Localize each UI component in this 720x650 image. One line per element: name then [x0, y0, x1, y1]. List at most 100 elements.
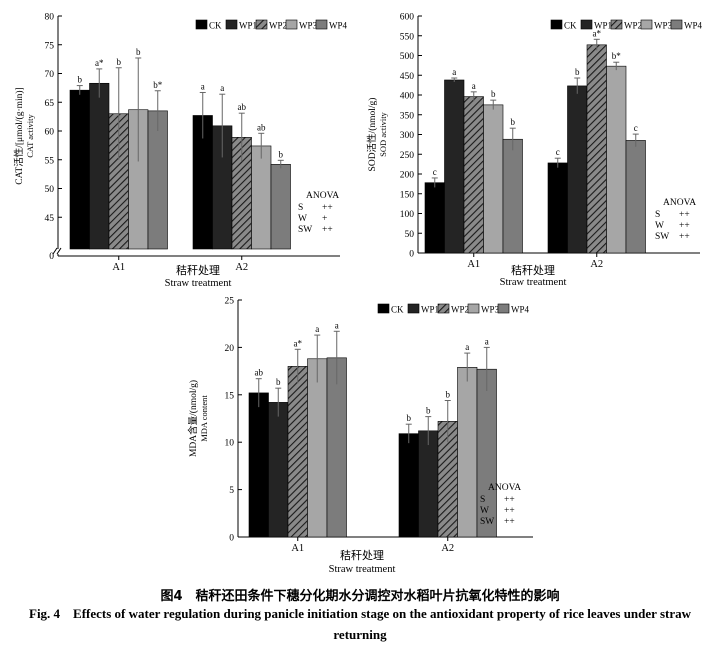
y-tick-label: 250 [400, 151, 415, 161]
y-tick-label: 450 [400, 72, 415, 82]
bar-wp4-a1 [326, 357, 347, 538]
significance-label: b [407, 413, 412, 423]
anova-factor: SW [480, 517, 494, 527]
significance-label: a* [593, 28, 602, 38]
legend-label-wp2: WP2 [624, 21, 642, 31]
anova-significance: ++ [679, 221, 690, 231]
y-tick-label: 70 [45, 70, 55, 80]
y-tick-label: 200 [400, 171, 415, 181]
anova-title: ANOVA [306, 191, 339, 201]
y-tick-label: 50 [45, 185, 55, 195]
bar-ck-a1 [424, 182, 445, 254]
legend-label-wp3: WP3 [654, 21, 673, 31]
x-tick-label: A2 [590, 259, 603, 270]
significance-label: b [279, 149, 284, 159]
bar-wp4-a2 [270, 164, 291, 250]
anova-factor: S [480, 495, 485, 505]
legend-label-wp1: WP1 [594, 21, 612, 31]
legend-label-ck: CK [209, 21, 222, 31]
bar-wp4-a1 [502, 138, 523, 254]
y-tick-label: 550 [400, 32, 415, 42]
figure-caption-zh: 图4 秸秆还田条件下穗分化期水分调控对水稻叶片抗氧化特性的影响 [160, 589, 560, 604]
legend-swatch-wp1 [580, 19, 593, 30]
y-tick-label: 60 [45, 128, 55, 138]
legend-swatch-wp4 [670, 19, 683, 30]
significance-label: a* [294, 338, 303, 348]
bar-ck-a2 [547, 162, 568, 254]
legend-swatch-ck [377, 303, 390, 314]
y-tick-label: 75 [45, 41, 55, 51]
significance-label: a [335, 320, 339, 330]
legend-swatch-wp3 [467, 303, 480, 314]
bar-wp1-a1 [268, 402, 289, 538]
y-axis-title-zh: MDA含量/(nmol/g) [187, 380, 199, 457]
y-axis-title-en: SOD activity [378, 111, 388, 156]
legend-swatch-wp2 [437, 303, 450, 314]
anova-factor: W [655, 221, 664, 231]
anova-significance: ++ [679, 232, 690, 242]
x-axis-title-en: Straw treatment [329, 564, 396, 575]
significance-label: c [433, 167, 437, 177]
y-tick-label: 55 [45, 156, 55, 166]
legend-swatch-wp3 [285, 19, 298, 30]
y-axis-title-zh: SOD活性/(nmol/g) [366, 98, 378, 172]
legend-label-wp2: WP2 [451, 305, 469, 315]
legend-label-wp1: WP1 [421, 305, 439, 315]
significance-label: b [491, 89, 496, 99]
anova-title: ANOVA [488, 483, 521, 493]
legend-label-wp4: WP4 [511, 305, 530, 315]
bar-wp3-a2 [251, 145, 272, 250]
significance-label: b [426, 406, 431, 416]
anova-significance: + [322, 214, 327, 224]
x-tick-label: A1 [467, 259, 480, 270]
legend-label-wp2: WP2 [269, 21, 287, 31]
y-tick-label: 10 [225, 439, 235, 449]
significance-label: a [485, 336, 489, 346]
y-tick-label: 50 [405, 230, 415, 240]
bar-ck-a1 [248, 392, 269, 538]
x-axis-title-zh: 秸秆处理 [511, 264, 555, 277]
legend-swatch-wp2 [255, 19, 268, 30]
y-tick-label: 300 [400, 131, 415, 141]
figure-caption-en: Fig. 4 Effects of water regulation durin… [29, 606, 691, 642]
anova-significance: ++ [504, 506, 515, 516]
y-tick-label: 5 [229, 486, 234, 496]
significance-label: b [276, 377, 281, 387]
x-tick-label: A2 [441, 543, 454, 554]
x-axis-title-zh: 秸秆处理 [176, 264, 220, 277]
bar-wp1-a2 [418, 430, 439, 538]
y-axis-title-zh: CAT活性/[μmol/(g·min)] [13, 87, 25, 184]
x-axis-title-en: Straw treatment [165, 278, 232, 289]
significance-label: a [465, 342, 469, 352]
y-tick-label: 80 [45, 13, 55, 23]
y-tick-label: 400 [400, 92, 415, 102]
legend-label-wp4: WP4 [329, 21, 348, 31]
x-axis-title-zh: 秸秆处理 [340, 549, 384, 562]
bar-wp2-a1 [287, 366, 308, 538]
x-axis-title-en: Straw treatment [500, 277, 567, 288]
bar-wp1-a2 [567, 85, 588, 254]
anova-factor: SW [298, 225, 312, 235]
x-tick-label: A1 [112, 262, 125, 273]
legend-label-ck: CK [391, 305, 404, 315]
bar-wp4-a2 [625, 140, 646, 254]
significance-label: a [315, 324, 319, 334]
sod-activity-chart: 0 50 100 150 200 250 300 350 400 450 500 550 600 c a a b… [366, 13, 703, 289]
significance-label: a* [95, 58, 104, 68]
anova-title: ANOVA [663, 198, 696, 208]
bar-ck-a1 [69, 89, 90, 250]
y-tick-label: 45 [45, 214, 55, 224]
significance-label: b [511, 117, 516, 127]
anova-significance: ++ [679, 210, 690, 220]
y-tick-label: 0 [229, 534, 234, 544]
bar-wp2-a1 [463, 96, 484, 254]
significance-label: b* [153, 80, 163, 90]
anova-factor: S [655, 210, 660, 220]
legend-swatch-wp3 [640, 19, 653, 30]
significance-label: c [634, 123, 638, 133]
legend-swatch-wp4 [315, 19, 328, 30]
bar-wp2-a2 [586, 44, 607, 254]
significance-label: b [575, 67, 580, 77]
bar-wp1-a1 [444, 79, 465, 254]
